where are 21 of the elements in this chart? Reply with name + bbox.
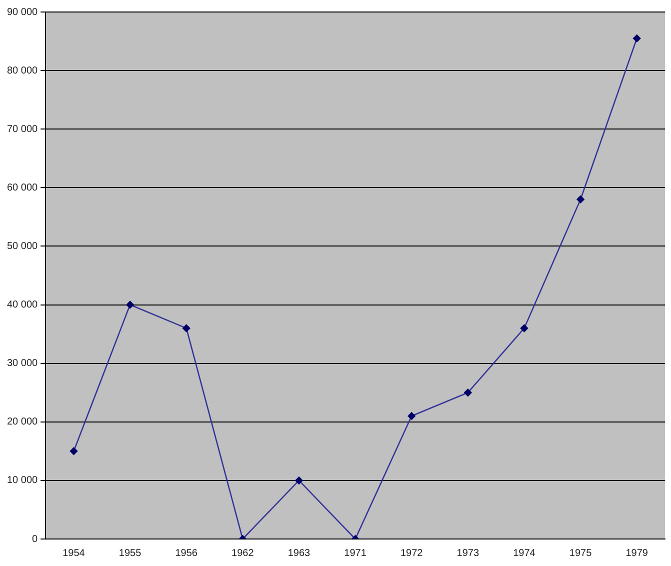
x-tick-label: 1956 [175, 548, 198, 559]
x-tick-label: 1971 [344, 548, 367, 559]
x-tick-label: 1975 [569, 548, 592, 559]
x-tick-label: 1962 [232, 548, 254, 559]
x-tick-label: 1954 [62, 548, 86, 559]
y-tick-label: 20 000 [6, 416, 38, 428]
x-tick-label: 1972 [400, 548, 424, 559]
x-tick-label: 1973 [456, 548, 480, 559]
x-tick-label: 1963 [288, 548, 311, 559]
y-tick-label: 80 000 [6, 65, 38, 76]
y-tick-label: 70 000 [6, 124, 38, 135]
x-tick-label: 1974 [513, 548, 536, 559]
y-tick-label: 90 000 [6, 6, 38, 18]
y-tick-label: 40 000 [6, 300, 38, 311]
y-tick-label: 10 000 [6, 475, 38, 486]
y-tick-label: 60 000 [6, 182, 38, 194]
y-tick-label: 30 000 [6, 358, 38, 370]
x-tick-label: 1979 [626, 548, 648, 559]
y-tick-label: 0 [32, 534, 38, 545]
x-tick-label: 1955 [118, 548, 142, 559]
y-tick-label: 50 000 [6, 240, 38, 252]
